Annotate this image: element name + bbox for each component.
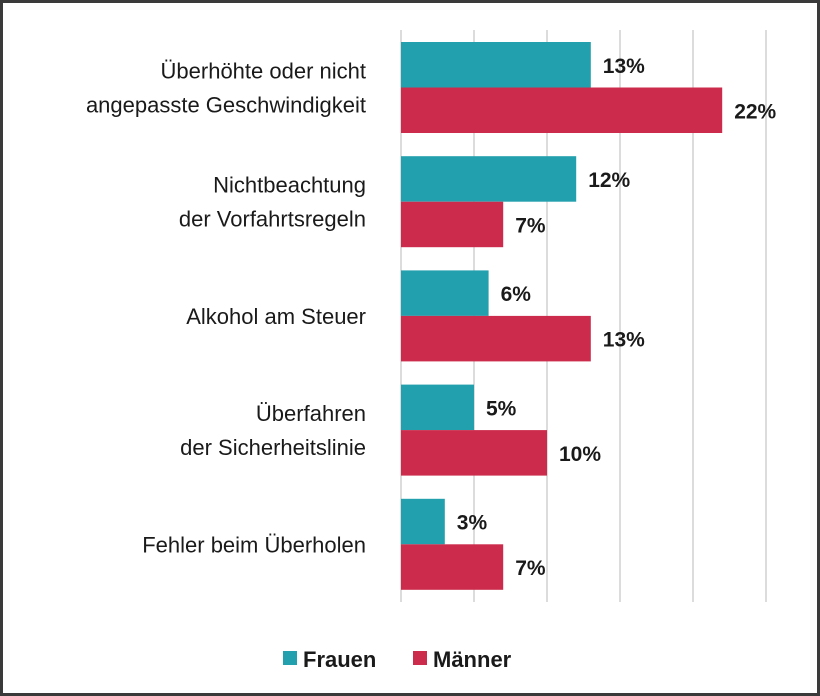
data-label: 5% <box>486 397 517 420</box>
data-label: 6% <box>501 283 532 306</box>
bar-frauen <box>401 270 489 316</box>
category-label: angepasste Geschwindigkeit <box>86 93 366 118</box>
category-label: Fehler beim Überholen <box>142 532 366 557</box>
data-label: 7% <box>515 557 546 580</box>
bar-frauen <box>401 498 445 545</box>
bar-männer <box>401 87 723 133</box>
category-label: Alkohol am Steuer <box>186 304 366 329</box>
data-label: 13% <box>603 55 645 78</box>
legend-label: Männer <box>433 647 512 672</box>
data-label: 10% <box>559 443 601 466</box>
category-label: Nichtbeachtung <box>213 173 366 198</box>
bar-frauen <box>401 384 474 431</box>
bar-frauen <box>401 42 591 88</box>
bar-männer <box>401 315 591 362</box>
bar-männer <box>401 201 504 248</box>
data-label: 13% <box>603 329 645 352</box>
legend-label: Frauen <box>303 647 376 672</box>
legend-swatch-männer <box>413 651 427 665</box>
data-label: 3% <box>457 512 488 535</box>
legend-swatch-frauen <box>283 651 297 665</box>
data-label: 22% <box>734 100 776 123</box>
data-label: 7% <box>515 214 546 237</box>
data-label: 12% <box>588 169 630 192</box>
category-label: der Sicherheitslinie <box>180 435 366 460</box>
bar-männer <box>401 544 504 590</box>
category-label: der Vorfahrtsregeln <box>179 207 366 232</box>
bar-frauen <box>401 156 577 202</box>
category-label: Überfahren <box>256 401 366 426</box>
bar-männer <box>401 430 547 476</box>
category-label: Überhöhte oder nicht <box>161 59 366 84</box>
